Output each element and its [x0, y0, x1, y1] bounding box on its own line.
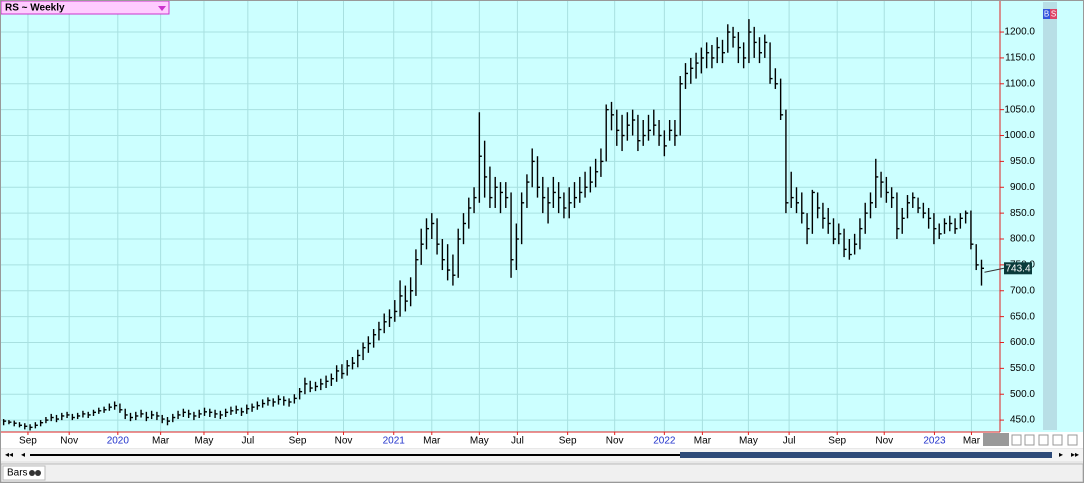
last-price-pointer: [984, 267, 1005, 273]
x-tick-label: 2022: [653, 436, 676, 447]
scroll-first[interactable]: ◂◂: [5, 450, 13, 459]
buy-button[interactable]: [1043, 9, 1050, 19]
scroll-column[interactable]: [1043, 2, 1057, 430]
scroll-last[interactable]: ▸▸: [1071, 450, 1079, 459]
x-tick-label: 2020: [107, 436, 130, 447]
sell-button[interactable]: [1050, 9, 1057, 19]
mode-icon[interactable]: [29, 470, 35, 476]
y-tick-label: 650.0: [1010, 311, 1035, 322]
x-tick-label: Sep: [289, 436, 307, 447]
x-tick-label: Mar: [423, 436, 441, 447]
buy-label: B: [1044, 10, 1049, 19]
y-tick-label: 1100.0: [1005, 78, 1035, 89]
x-tick-label: May: [470, 436, 489, 447]
tool-button[interactable]: [1067, 434, 1078, 446]
x-tick-label: Mar: [152, 436, 170, 447]
plot-bg: [1, 1, 1000, 432]
x-tick-label: Nov: [606, 436, 624, 447]
x-tick-label: May: [739, 436, 758, 447]
tool-button[interactable]: [1052, 434, 1063, 446]
x-tick-label: Jul: [511, 436, 524, 447]
x-tick-label: May: [195, 436, 214, 447]
y-tick-label: 1200.0: [1004, 27, 1035, 38]
x-tick-label: Nov: [335, 436, 353, 447]
x-tick-label: Sep: [19, 436, 37, 447]
mode-label: Bars: [7, 468, 28, 479]
y-tick-label: 900.0: [1010, 182, 1035, 193]
x-tick-label: Sep: [559, 436, 577, 447]
status-bar: [0, 463, 1084, 483]
scroll-thumb[interactable]: [680, 452, 1052, 458]
tool-buttons: [1011, 434, 1078, 446]
x-tick-label: Jul: [783, 436, 796, 447]
y-tick-label: 850.0: [1010, 208, 1035, 219]
x-tick-label: 2023: [923, 436, 946, 447]
x-tick-label: Mar: [694, 436, 712, 447]
symbol-title: RS ~ Weekly: [5, 3, 65, 14]
y-tick-label: 1050.0: [1004, 104, 1035, 115]
y-tick-label: 500.0: [1010, 389, 1035, 400]
last-price-box: [1004, 262, 1032, 275]
y-tick-label: 600.0: [1010, 337, 1035, 348]
dropdown-arrow[interactable]: [158, 6, 166, 11]
mode-icon[interactable]: [35, 470, 41, 476]
y-tick-label: 550.0: [1010, 363, 1035, 374]
x-tick-label: Mar: [963, 436, 981, 447]
date-axis-bg: [1, 432, 1083, 448]
axis-bg: [1000, 1, 1083, 432]
tool-button[interactable]: [1024, 434, 1035, 446]
x-tick-label: Sep: [828, 436, 846, 447]
tool-button[interactable]: [1011, 434, 1022, 446]
x-tick-label: Jul: [241, 436, 254, 447]
x-tick-label: Nov: [60, 436, 78, 447]
y-tick-label: 1150.0: [1005, 53, 1035, 64]
scroll-left[interactable]: ◂: [21, 450, 25, 459]
y-tick-label: 450.0: [1010, 415, 1035, 426]
mode-box[interactable]: [2, 465, 46, 481]
y-tick-label: 1000.0: [1004, 130, 1035, 141]
x-tick-label: 2021: [383, 436, 406, 447]
date-cursor: [983, 433, 1009, 446]
y-tick-label: 800.0: [1010, 234, 1035, 245]
sell-label: S: [1051, 10, 1056, 19]
y-tick-label: 950.0: [1010, 156, 1035, 167]
bars: [2, 19, 984, 431]
scroll-right[interactable]: ▸: [1059, 450, 1063, 459]
x-tick-label: Nov: [875, 436, 893, 447]
last-price-label: 743.4: [1005, 263, 1030, 274]
y-tick-label: 700.0: [1010, 285, 1035, 296]
tool-button[interactable]: [1038, 434, 1049, 446]
grid: [1, 1, 1000, 432]
